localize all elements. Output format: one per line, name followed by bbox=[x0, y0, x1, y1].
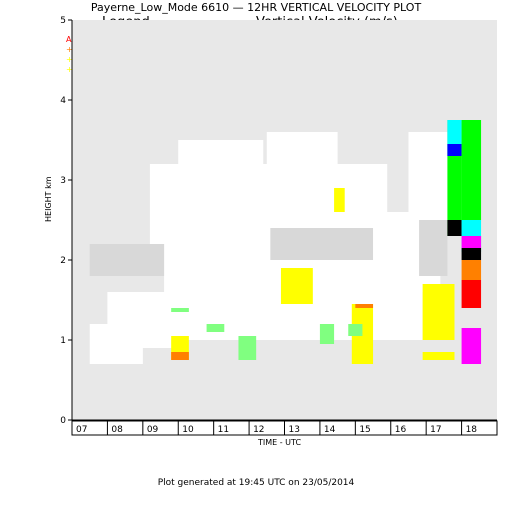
velocity-cell bbox=[206, 324, 225, 332]
velocity-cell bbox=[461, 248, 482, 260]
x-tick-label: 12 bbox=[253, 425, 264, 435]
x-tick-label: 09 bbox=[147, 425, 159, 435]
velocity-cell bbox=[422, 352, 455, 360]
y-tick-label: 2 bbox=[60, 256, 66, 266]
x-tick-label: 13 bbox=[289, 425, 300, 435]
velocity-cell bbox=[319, 324, 335, 344]
velocity-cell bbox=[355, 304, 374, 308]
velocity-cell bbox=[280, 268, 313, 304]
velocity-cell bbox=[461, 236, 482, 248]
cloud-block bbox=[408, 132, 448, 236]
y-tick-label: 4 bbox=[60, 96, 66, 106]
cloud-block bbox=[89, 324, 143, 364]
x-tick-label: 07 bbox=[76, 425, 87, 435]
velocity-cell bbox=[461, 328, 482, 364]
x-tick-label: 11 bbox=[218, 425, 229, 435]
velocity-cell bbox=[447, 220, 462, 236]
velocity-cell bbox=[238, 336, 257, 360]
velocity-cell bbox=[334, 188, 345, 212]
x-axis-label: TIME - UTC bbox=[258, 438, 302, 447]
x-tick-label: 14 bbox=[324, 425, 336, 435]
velocity-cell bbox=[461, 120, 482, 220]
cloud-block bbox=[419, 220, 448, 276]
velocity-cell bbox=[171, 308, 189, 312]
x-tick-label: 17 bbox=[430, 425, 441, 435]
x-tick-label: 18 bbox=[466, 425, 478, 435]
velocity-cell bbox=[171, 352, 189, 360]
footer-note: Plot generated at 19:45 UTC on 23/05/201… bbox=[157, 478, 355, 488]
cloud-block bbox=[149, 164, 214, 244]
velocity-cell bbox=[422, 284, 455, 340]
y-tick-label: 5 bbox=[60, 16, 66, 26]
cloud-block bbox=[270, 228, 374, 260]
x-tick-label: 08 bbox=[111, 425, 123, 435]
velocity-cell bbox=[447, 144, 462, 156]
x-tick-label: 10 bbox=[182, 425, 194, 435]
cloud-coverage bbox=[89, 132, 448, 364]
y-axis-label: HEIGHT km bbox=[44, 176, 53, 223]
x-tick-label: 15 bbox=[359, 425, 370, 435]
y-tick-label: 3 bbox=[60, 176, 66, 186]
y-tick-label: 0 bbox=[60, 416, 66, 426]
cloud-block bbox=[266, 132, 338, 180]
y-tick-label: 1 bbox=[60, 336, 66, 346]
velocity-cell bbox=[461, 260, 482, 280]
velocity-cell bbox=[348, 324, 363, 336]
cloud-block bbox=[89, 244, 165, 276]
x-tick-label: 16 bbox=[395, 425, 407, 435]
chart-title: Payerne_Low_Mode 6610 — 12HR VERTICAL VE… bbox=[90, 1, 422, 14]
velocity-cell bbox=[461, 280, 482, 308]
